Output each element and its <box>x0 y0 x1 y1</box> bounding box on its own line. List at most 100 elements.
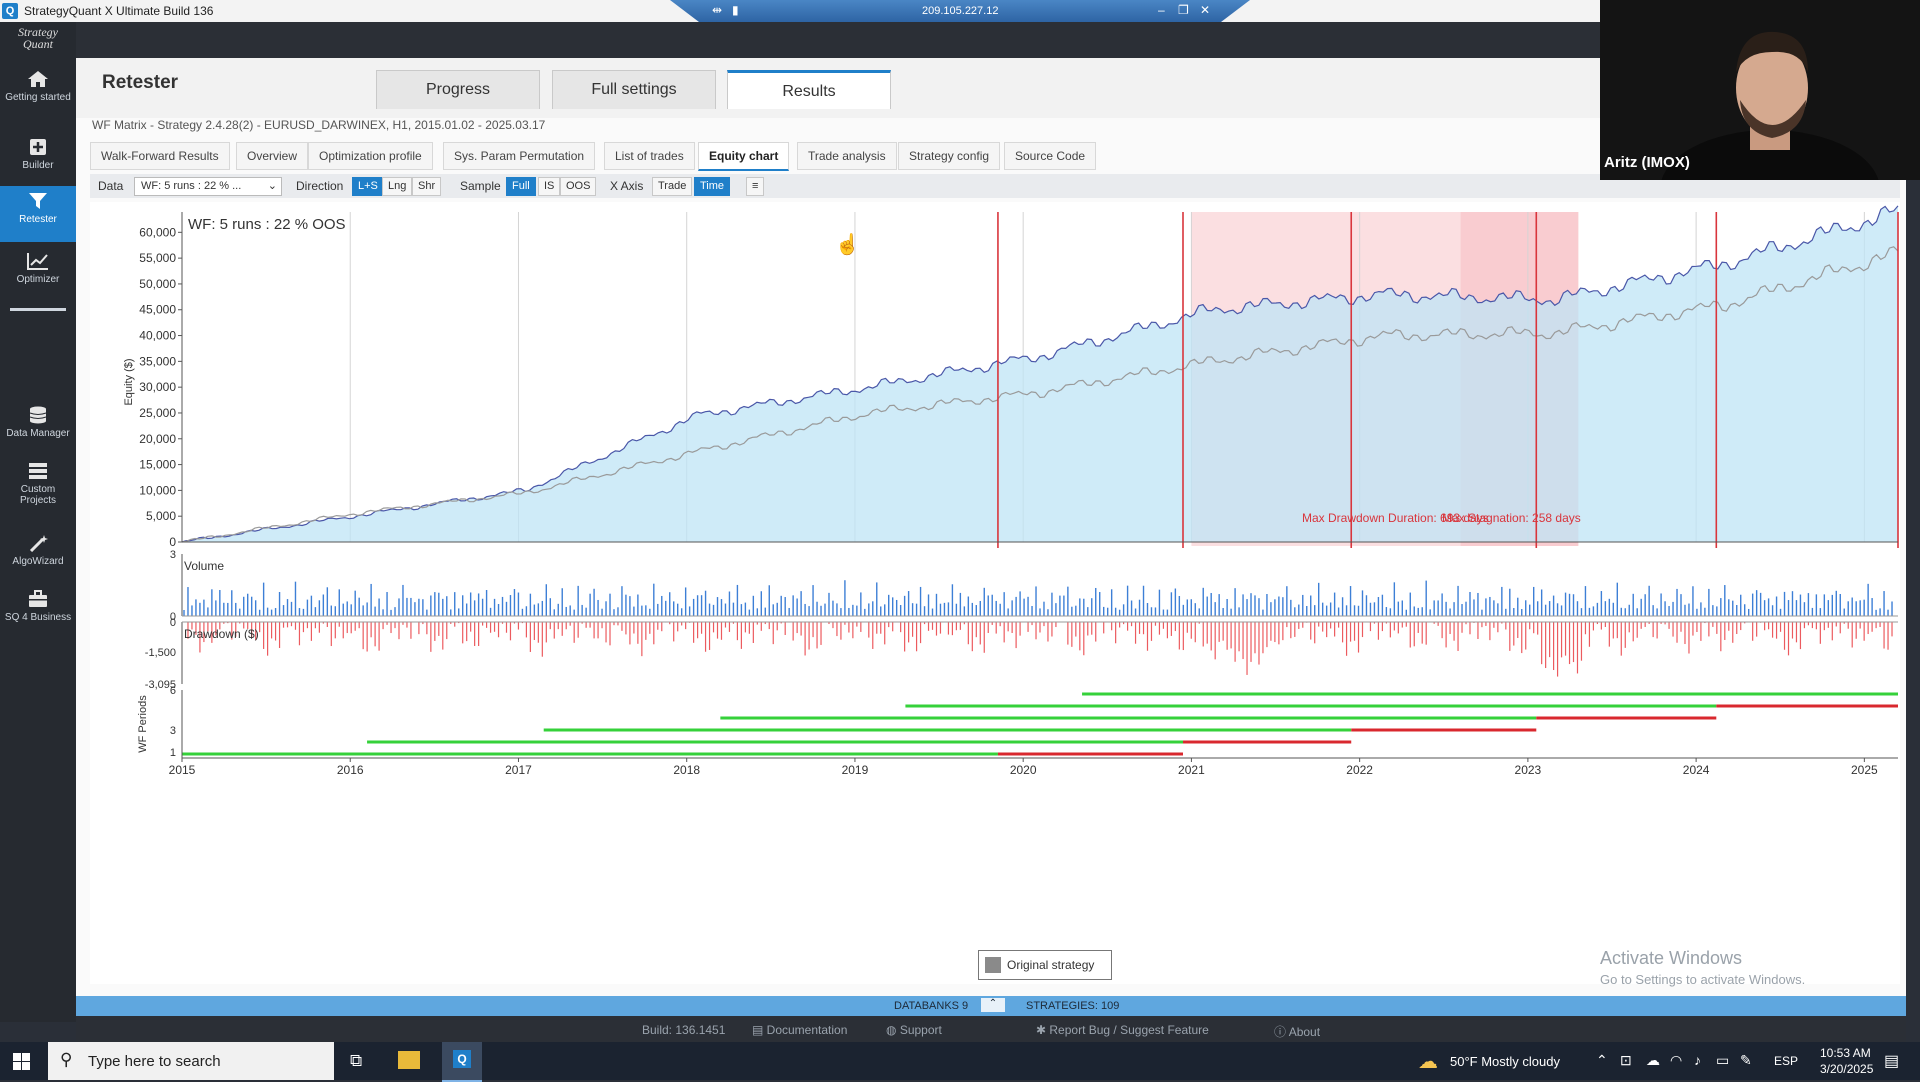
task-view-icon[interactable]: ⧉ <box>350 1051 363 1070</box>
minimize-icon[interactable]: – <box>1158 3 1165 17</box>
y-tick-label: 60,000 <box>139 225 176 239</box>
tab-full-settings[interactable]: Full settings <box>552 70 716 109</box>
x-tick-label: 2025 <box>1851 763 1878 777</box>
x-tick-label: 2019 <box>842 763 869 777</box>
subtab-walk-forward-results[interactable]: Walk-Forward Results <box>90 142 230 170</box>
search-icon: ⚲ <box>60 1050 73 1069</box>
list-icon <box>29 463 47 479</box>
strategyquant-taskbar-icon[interactable]: Q <box>442 1042 482 1082</box>
x-tick-label: 2020 <box>1010 763 1037 777</box>
chart-toolbar: Data WF: 5 runs : 22 % ... ⌄ Direction L+… <box>90 174 1900 198</box>
xaxis-trade-button[interactable]: Trade <box>652 177 693 196</box>
x-tick-label: 2016 <box>337 763 364 777</box>
databanks-count: DATABANKS 9 <box>894 1000 969 1012</box>
data-select-value: WF: 5 runs : 22 % ... <box>141 180 242 192</box>
expand-databanks-button[interactable]: ⌃ <box>981 998 1005 1012</box>
webcam-person-image <box>1600 0 1920 180</box>
subtab-optimization-profile[interactable]: Optimization profile <box>308 142 433 170</box>
drawdown-tick-label: -3,095 <box>145 679 176 691</box>
x-tick-label: 2017 <box>505 763 532 777</box>
strategies-count: STRATEGIES: 109 <box>1026 1000 1120 1012</box>
legend-swatch <box>985 957 1001 973</box>
remote-connection-bar: ⇹ ▮ 209.105.227.12 – ❐ ✕ <box>670 0 1250 22</box>
globe-icon: ◍ <box>886 1023 900 1037</box>
drawdown-tick-label: 0 <box>170 617 176 629</box>
restore-icon[interactable]: ❐ <box>1178 3 1189 17</box>
drawdown-panel-label: Drawdown ($) <box>184 627 259 641</box>
tab-progress[interactable]: Progress <box>376 70 540 109</box>
close-icon[interactable]: ✕ <box>1200 3 1211 17</box>
sidebar-item-label: SQ 4 Business <box>4 612 72 623</box>
sample-oos-button[interactable]: OOS <box>560 177 597 196</box>
activate-windows-subtitle: Go to Settings to activate Windows. <box>1600 972 1806 987</box>
chart-legend: Original strategy <box>978 950 1112 980</box>
cloud-icon[interactable]: ☁ <box>1646 1052 1660 1068</box>
y-tick-label: 20,000 <box>139 432 176 446</box>
pen-icon[interactable]: ✎ <box>1740 1052 1752 1068</box>
sidebar-item-optimizer[interactable]: Optimizer <box>10 248 66 311</box>
sidebar-item-data-manager[interactable]: Data Manager <box>0 402 76 456</box>
volume-tick-label: 3 <box>170 549 176 561</box>
language-indicator[interactable]: ESP <box>1774 1054 1799 1068</box>
sidebar-item-sq4business[interactable]: SQ 4 Business <box>0 586 76 640</box>
volume-tick-label: 0 <box>170 611 176 623</box>
y-tick-label: 15,000 <box>139 458 176 472</box>
weather-text[interactable]: 50°F Mostly cloudy <box>1450 1054 1560 1069</box>
sidebar-item-label: Getting started <box>5 92 71 103</box>
subtab-list-of-trades[interactable]: List of trades <box>604 142 695 170</box>
subtab-trade-analysis[interactable]: Trade analysis <box>797 142 897 170</box>
windows-start-icon[interactable] <box>13 1053 30 1070</box>
strategyquant-app-icon: Q <box>453 1050 471 1068</box>
chevron-up-icon[interactable]: ⌃ <box>1596 1052 1608 1068</box>
subtab-strategy-config[interactable]: Strategy config <box>898 142 1001 170</box>
app-logo-icon: Q <box>2 3 18 19</box>
sample-full-button[interactable]: Full <box>506 177 536 196</box>
subtab-source-code[interactable]: Source Code <box>1004 142 1097 170</box>
direction-ls-button[interactable]: L+S <box>352 177 384 196</box>
y-tick-label: 40,000 <box>139 329 176 343</box>
pin-icon[interactable]: ⇹ <box>712 3 723 17</box>
clock-time[interactable]: 10:53 AM <box>1820 1046 1871 1060</box>
display-icon[interactable]: ▭ <box>1716 1052 1730 1068</box>
documentation-link[interactable]: ▤ Documentation <box>752 1023 847 1037</box>
wifi-icon[interactable]: ◠ <box>1670 1052 1683 1068</box>
volume-panel-label: Volume <box>184 559 224 573</box>
sidebar-item-builder[interactable]: Builder <box>0 134 76 184</box>
sidebar-item-custom-projects[interactable]: Custom Projects <box>0 458 76 522</box>
bug-icon: ✱ <box>1036 1023 1050 1037</box>
taskbar-search[interactable]: ⚲ Type here to search <box>48 1042 334 1080</box>
equity-area <box>182 205 1898 542</box>
data-select[interactable]: WF: 5 runs : 22 % ... ⌄ <box>134 177 282 196</box>
subtab-equity-chart[interactable]: Equity chart <box>698 142 790 171</box>
direction-long-button[interactable]: Lng <box>382 177 413 196</box>
subtab-sys-param-permutation[interactable]: Sys. Param Permutation <box>443 142 596 170</box>
activate-windows-title: Activate Windows <box>1600 948 1743 968</box>
search-placeholder: Type here to search <box>88 1053 221 1070</box>
sidebar-item-algowizard[interactable]: AlgoWizard <box>0 530 76 584</box>
direction-short-button[interactable]: Shr <box>412 177 442 196</box>
chevron-down-icon: ⌄ <box>267 180 277 192</box>
sidebar-item-retester[interactable]: Retester <box>0 186 76 242</box>
support-link[interactable]: ◍ Support <box>886 1023 942 1037</box>
clock-date[interactable]: 3/20/2025 <box>1820 1062 1874 1076</box>
x-tick-label: 2018 <box>673 763 700 777</box>
x-tick-label: 2021 <box>1178 763 1205 777</box>
volume-icon[interactable]: ♪ <box>1694 1052 1701 1068</box>
sidebar-item-getting-started[interactable]: Getting started <box>0 66 76 126</box>
about-link[interactable]: ⓘ About <box>1274 1023 1320 1040</box>
xaxis-time-button[interactable]: Time <box>694 177 731 196</box>
home-icon <box>28 71 48 87</box>
subtab-overview[interactable]: Overview <box>236 142 309 170</box>
sample-is-button[interactable]: IS <box>538 177 561 196</box>
report-bug-link[interactable]: ✱ Report Bug / Suggest Feature <box>1036 1023 1209 1037</box>
menu-icon[interactable]: ≡ <box>746 177 765 196</box>
sidebar: Strategy Quant Getting started Builder R… <box>0 22 76 1022</box>
notifications-icon[interactable]: ▤ <box>1884 1053 1900 1070</box>
tab-results[interactable]: Results <box>727 70 891 109</box>
file-explorer-icon[interactable] <box>398 1051 420 1069</box>
max-drawdown-annotation: Max Drawdown Duration: 693 days <box>1302 511 1489 525</box>
y-tick-label: 55,000 <box>139 251 176 265</box>
status-bar: DATABANKS 9 ⌃ STRATEGIES: 109 <box>76 996 1906 1016</box>
x-tick-label: 2022 <box>1346 763 1373 777</box>
network-icon[interactable]: ⊡ <box>1620 1052 1632 1068</box>
